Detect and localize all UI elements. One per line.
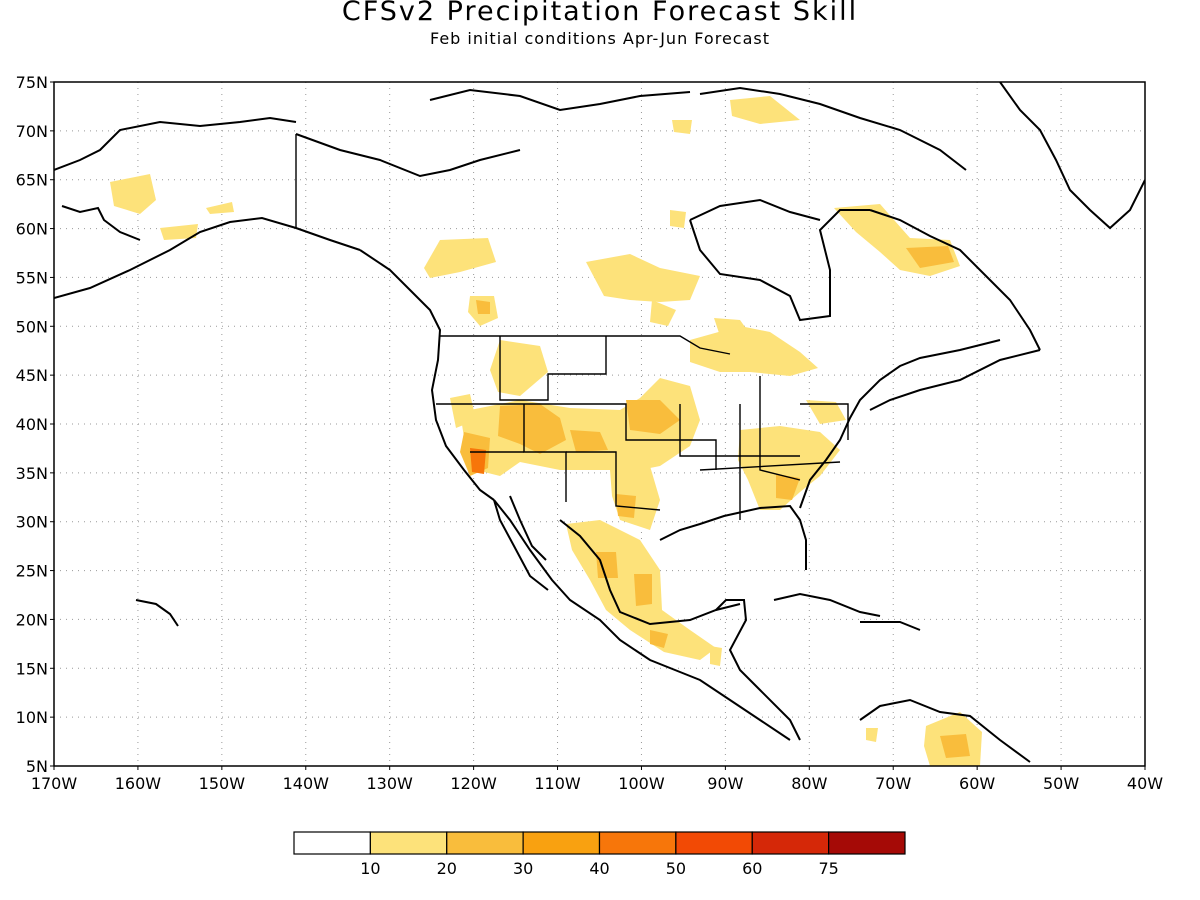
colorbar-label: 20	[437, 859, 457, 878]
map-title: CFSv2 Precipitation Forecast Skill	[341, 0, 859, 27]
lon-tick-label: 140W	[283, 774, 330, 793]
colorbar-label: 50	[666, 859, 686, 878]
lon-tick-label: 50W	[1043, 774, 1079, 793]
political-borders	[295, 134, 849, 520]
lat-tick-label: 50N	[16, 317, 48, 336]
lon-tick-label: 70W	[875, 774, 911, 793]
colorbar-swatch	[522, 831, 601, 855]
colorbar-label: 40	[589, 859, 609, 878]
colorbar-swatch	[598, 831, 677, 855]
lat-tick-label: 30N	[16, 513, 48, 532]
lon-tick-label: 170W	[31, 774, 78, 793]
coastlines	[54, 82, 1145, 763]
lon-tick-label: 90W	[707, 774, 743, 793]
lon-tick-label: 150W	[199, 774, 246, 793]
lon-tick-label: 130W	[367, 774, 414, 793]
lon-tick-label: 100W	[618, 774, 665, 793]
colorbar-swatch	[446, 831, 524, 855]
lat-tick-label: 75N	[16, 73, 48, 92]
lon-tick-label: 60W	[959, 774, 995, 793]
lon-tick-label: 120W	[450, 774, 497, 793]
lon-tick-label: 40W	[1127, 774, 1163, 793]
skill-colorbar: 10 20 30 40 50 60 75	[293, 831, 906, 878]
lon-tick-label: 80W	[791, 774, 827, 793]
colorbar-swatch	[369, 831, 448, 855]
lat-tick-label: 20N	[16, 610, 48, 629]
lat-tick-label: 60N	[16, 220, 48, 239]
lat-tick-label: 35N	[16, 464, 48, 483]
map-subtitle: Feb initial conditions Apr-Jun Forecast	[429, 29, 770, 48]
lon-tick-label: 110W	[534, 774, 581, 793]
colorbar-swatch	[751, 831, 830, 855]
lat-tick-label: 25N	[16, 562, 48, 581]
colorbar-swatch	[675, 831, 753, 855]
lat-tick-label: 40N	[16, 415, 48, 434]
longitude-labels: 170W 160W 150W 140W 130W 120W 110W 100W 90W 80W 70…	[31, 766, 1163, 793]
lon-tick-label: 160W	[115, 774, 162, 793]
lat-tick-label: 55N	[16, 268, 48, 287]
colorbar-swatch	[828, 831, 906, 855]
colorbar-label: 60	[742, 859, 762, 878]
lat-tick-label: 65N	[16, 171, 48, 190]
colorbar-label: 75	[818, 859, 838, 878]
latitude-labels: 75N 70N 65N 60N 55N 50N 45N 40N 35N 30N 25N 20N 15N 1…	[16, 73, 54, 776]
lat-tick-label: 45N	[16, 366, 48, 385]
colorbar-swatch	[293, 831, 371, 855]
colorbar-label: 10	[360, 859, 380, 878]
colorbar-label: 30	[513, 859, 533, 878]
lat-tick-label: 10N	[16, 708, 48, 727]
lat-tick-label: 70N	[16, 122, 48, 141]
lat-tick-label: 15N	[16, 659, 48, 678]
lat-tick-label: 5N	[26, 757, 48, 776]
skill-shading	[110, 96, 982, 766]
